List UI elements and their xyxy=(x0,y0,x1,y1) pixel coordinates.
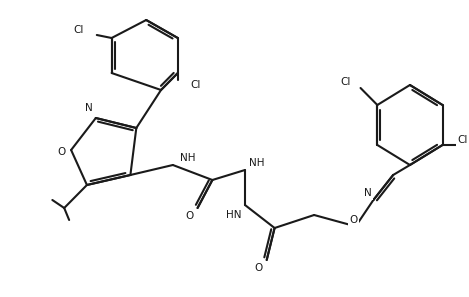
Text: N: N xyxy=(85,103,93,113)
Text: NH: NH xyxy=(180,153,196,163)
Text: O: O xyxy=(57,147,65,157)
Text: HN: HN xyxy=(227,210,242,220)
Text: O: O xyxy=(349,215,358,225)
Text: Cl: Cl xyxy=(190,80,201,90)
Text: NH: NH xyxy=(249,158,265,168)
Text: Cl: Cl xyxy=(457,135,468,145)
Text: N: N xyxy=(363,188,371,198)
Text: Cl: Cl xyxy=(74,25,84,35)
Text: O: O xyxy=(186,211,194,221)
Text: O: O xyxy=(255,263,263,273)
Text: Cl: Cl xyxy=(340,77,351,87)
